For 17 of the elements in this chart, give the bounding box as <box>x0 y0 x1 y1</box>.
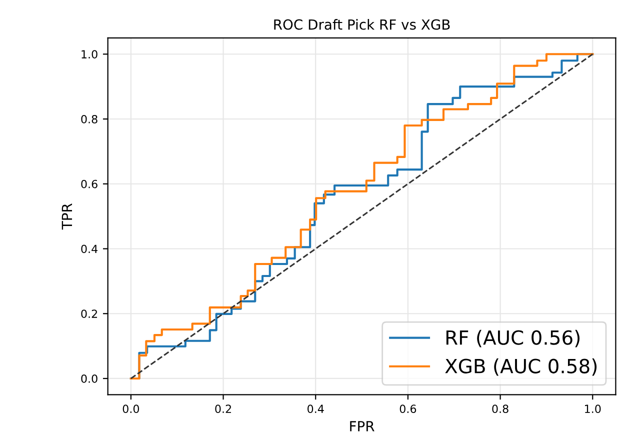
y-tick-label: 1.0 <box>82 50 98 59</box>
x-tick-label: 0.8 <box>492 404 508 414</box>
chart-title: ROC Draft Pick RF vs XGB <box>274 19 450 30</box>
y-tick-label: 0.8 <box>81 114 98 124</box>
y-tick-label: 0.6 <box>81 180 98 188</box>
legend-label: XGB (AUC 0.58) <box>445 358 597 376</box>
x-tick-label: 0.4 <box>308 404 324 414</box>
x-tick-label: 0.0 <box>122 404 140 414</box>
y-tick-label: 0.0 <box>81 374 98 383</box>
x-tick-label: 0.6 <box>400 404 416 414</box>
y-axis-title: TPR <box>62 203 72 230</box>
y-tick-label: 0.2 <box>81 310 98 318</box>
y-tick-label: 0.4 <box>81 244 98 254</box>
x-tick-label: 1.0 <box>585 404 601 414</box>
legend-label: RF (AUC 0.56) <box>446 330 580 348</box>
x-tick-label: 0.2 <box>215 404 231 414</box>
x-axis-title: FPR <box>350 421 374 432</box>
